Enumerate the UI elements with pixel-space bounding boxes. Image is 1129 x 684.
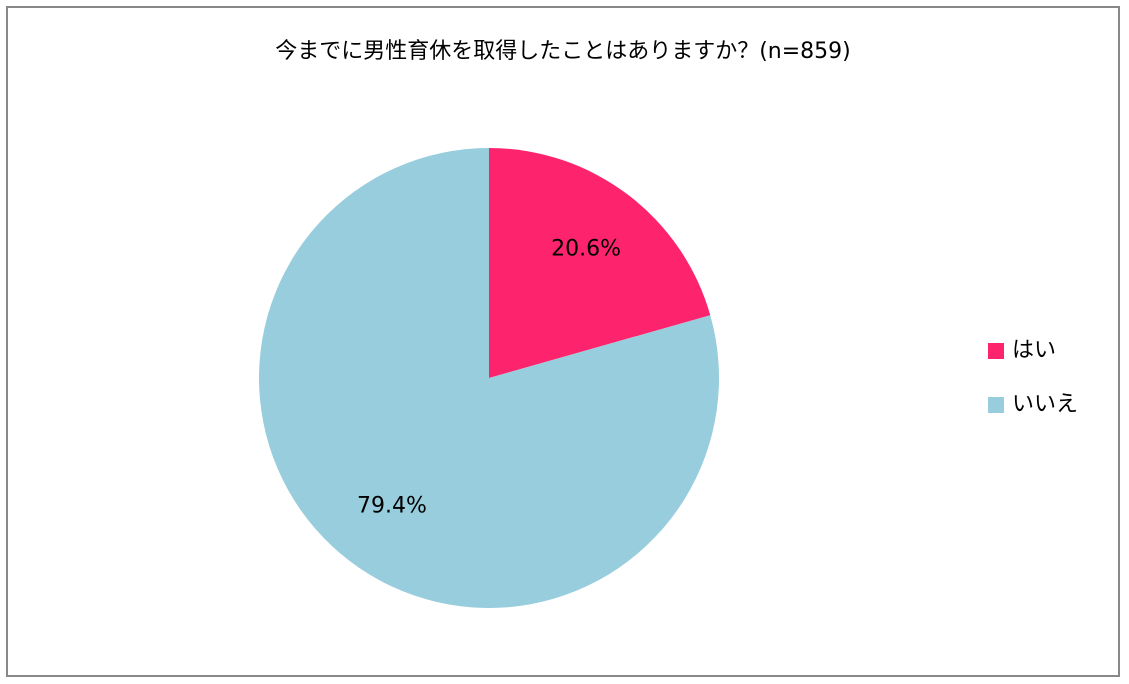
pie-slice (258, 147, 719, 608)
data-label: 20.6% (551, 237, 621, 262)
legend-swatch (988, 397, 1004, 413)
legend-label: いいえ (1012, 392, 1078, 417)
pie-slice (489, 148, 711, 378)
chart-title: 今までに男性育休を取得したことはありますか？(n=859) (275, 39, 851, 64)
data-label: 79.4% (357, 493, 427, 518)
legend-label: はい (1012, 338, 1056, 363)
legend-swatch (988, 343, 1004, 359)
